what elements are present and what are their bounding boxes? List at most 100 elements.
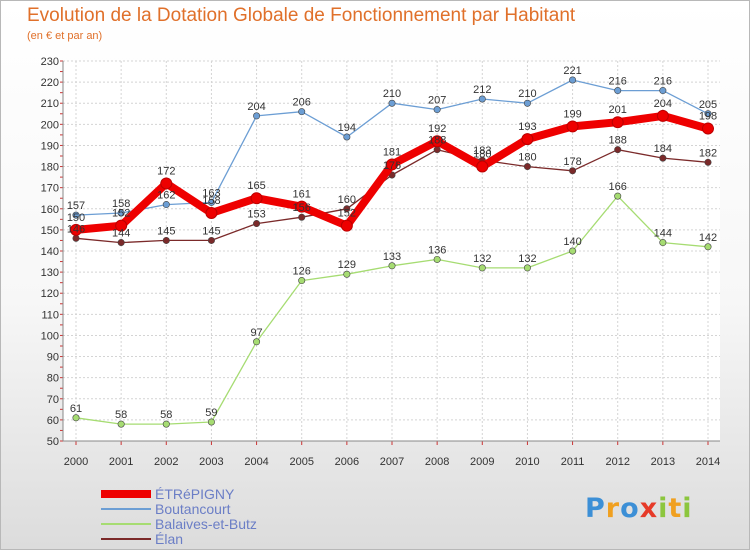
data-label: 152 bbox=[112, 208, 130, 220]
data-label: 97 bbox=[250, 327, 262, 339]
data-point bbox=[523, 99, 531, 107]
data-label: 163 bbox=[202, 187, 220, 199]
x-tick-label: 2013 bbox=[651, 456, 675, 468]
x-tick-label: 2009 bbox=[470, 456, 494, 468]
data-label: 152 bbox=[338, 208, 356, 220]
data-point bbox=[704, 243, 712, 251]
x-tick-label: 2010 bbox=[515, 456, 539, 468]
legend-label: Boutancourt bbox=[155, 501, 231, 517]
data-point bbox=[656, 109, 669, 122]
data-point bbox=[433, 106, 441, 114]
data-label: 158 bbox=[112, 198, 130, 210]
data-label: 216 bbox=[654, 76, 672, 88]
y-tick-label: 220 bbox=[41, 77, 59, 89]
data-point bbox=[205, 207, 218, 219]
data-label: 210 bbox=[518, 88, 536, 100]
data-point bbox=[566, 120, 579, 133]
legend-label: ÉTRéPIGNY bbox=[155, 486, 235, 502]
y-tick-label: 160 bbox=[41, 204, 59, 216]
data-point bbox=[295, 200, 308, 213]
data-point bbox=[523, 264, 531, 272]
data-label: 142 bbox=[699, 232, 717, 244]
data-point bbox=[115, 219, 128, 232]
data-point bbox=[162, 236, 170, 244]
data-label: 132 bbox=[518, 253, 536, 265]
data-point bbox=[569, 76, 577, 84]
data-point bbox=[117, 420, 125, 428]
data-point bbox=[611, 116, 624, 129]
data-point bbox=[431, 135, 444, 148]
data-point bbox=[521, 133, 534, 146]
data-point bbox=[70, 223, 82, 236]
legend-item-elan: Élan bbox=[101, 531, 184, 547]
y-tick-label: 210 bbox=[41, 98, 59, 110]
data-label: 201 bbox=[609, 104, 627, 116]
data-point bbox=[478, 95, 486, 103]
data-label: 188 bbox=[609, 135, 627, 147]
data-label: 198 bbox=[699, 111, 717, 123]
data-label: 194 bbox=[338, 122, 356, 134]
x-tick-label: 2014 bbox=[696, 456, 720, 468]
data-label: 193 bbox=[518, 121, 536, 133]
data-point bbox=[72, 234, 80, 242]
data-label: 58 bbox=[160, 409, 172, 421]
y-tick-label: 180 bbox=[41, 162, 59, 174]
data-point bbox=[659, 239, 667, 247]
data-label: 145 bbox=[202, 225, 220, 237]
data-point bbox=[614, 87, 622, 95]
x-tick-label: 2006 bbox=[335, 456, 359, 468]
data-point bbox=[659, 154, 667, 162]
x-tick-label: 2004 bbox=[244, 456, 268, 468]
data-label: 160 bbox=[338, 194, 356, 206]
brand-letter: t bbox=[668, 493, 683, 524]
data-point bbox=[298, 108, 306, 116]
brand-letter: P bbox=[585, 493, 606, 524]
data-label: 144 bbox=[654, 228, 672, 240]
data-label: 216 bbox=[609, 76, 627, 88]
data-point bbox=[388, 262, 396, 270]
y-tick-label: 130 bbox=[41, 267, 59, 279]
data-point bbox=[343, 270, 351, 278]
data-label: 153 bbox=[247, 209, 265, 221]
x-tick-label: 2000 bbox=[64, 456, 88, 468]
x-tick-label: 2011 bbox=[561, 456, 585, 468]
y-tick-label: 70 bbox=[47, 394, 59, 406]
data-point bbox=[478, 264, 486, 272]
data-label: 162 bbox=[157, 190, 175, 202]
data-label: 172 bbox=[157, 165, 175, 177]
legend-swatch bbox=[101, 538, 151, 540]
data-point bbox=[569, 247, 577, 255]
data-point bbox=[72, 211, 80, 219]
x-tick-label: 2007 bbox=[380, 456, 404, 468]
data-label: 184 bbox=[654, 143, 672, 155]
y-tick-label: 120 bbox=[41, 288, 59, 300]
legend-item-etrepigny: ÉTRéPIGNY bbox=[101, 486, 235, 502]
data-point bbox=[207, 418, 215, 426]
y-tick-label: 80 bbox=[47, 373, 59, 385]
data-label: 133 bbox=[383, 251, 401, 263]
brand-logo: Proxiti bbox=[585, 493, 693, 524]
data-point bbox=[343, 205, 351, 213]
data-point bbox=[659, 87, 667, 95]
y-tick-label: 230 bbox=[41, 56, 59, 68]
data-label: 206 bbox=[293, 97, 311, 109]
data-label: 146 bbox=[67, 223, 85, 235]
legend-label: Élan bbox=[155, 531, 184, 547]
data-label: 182 bbox=[699, 147, 717, 159]
data-label: 212 bbox=[473, 84, 491, 96]
y-tick-label: 190 bbox=[41, 140, 59, 152]
brand-letter: r bbox=[605, 493, 621, 524]
legend-item-boutancourt: Boutancourt bbox=[101, 501, 231, 517]
data-point bbox=[614, 192, 622, 200]
chart-subtitle: (en € et par an) bbox=[27, 30, 103, 42]
data-label: 166 bbox=[609, 181, 627, 193]
data-label: 58 bbox=[115, 409, 127, 421]
x-tick-label: 2003 bbox=[199, 456, 223, 468]
brand-letter: x bbox=[639, 493, 659, 524]
data-label: 181 bbox=[383, 146, 401, 158]
x-tick-label: 2012 bbox=[605, 456, 629, 468]
data-label: 176 bbox=[383, 160, 401, 172]
data-label: 221 bbox=[563, 65, 581, 77]
